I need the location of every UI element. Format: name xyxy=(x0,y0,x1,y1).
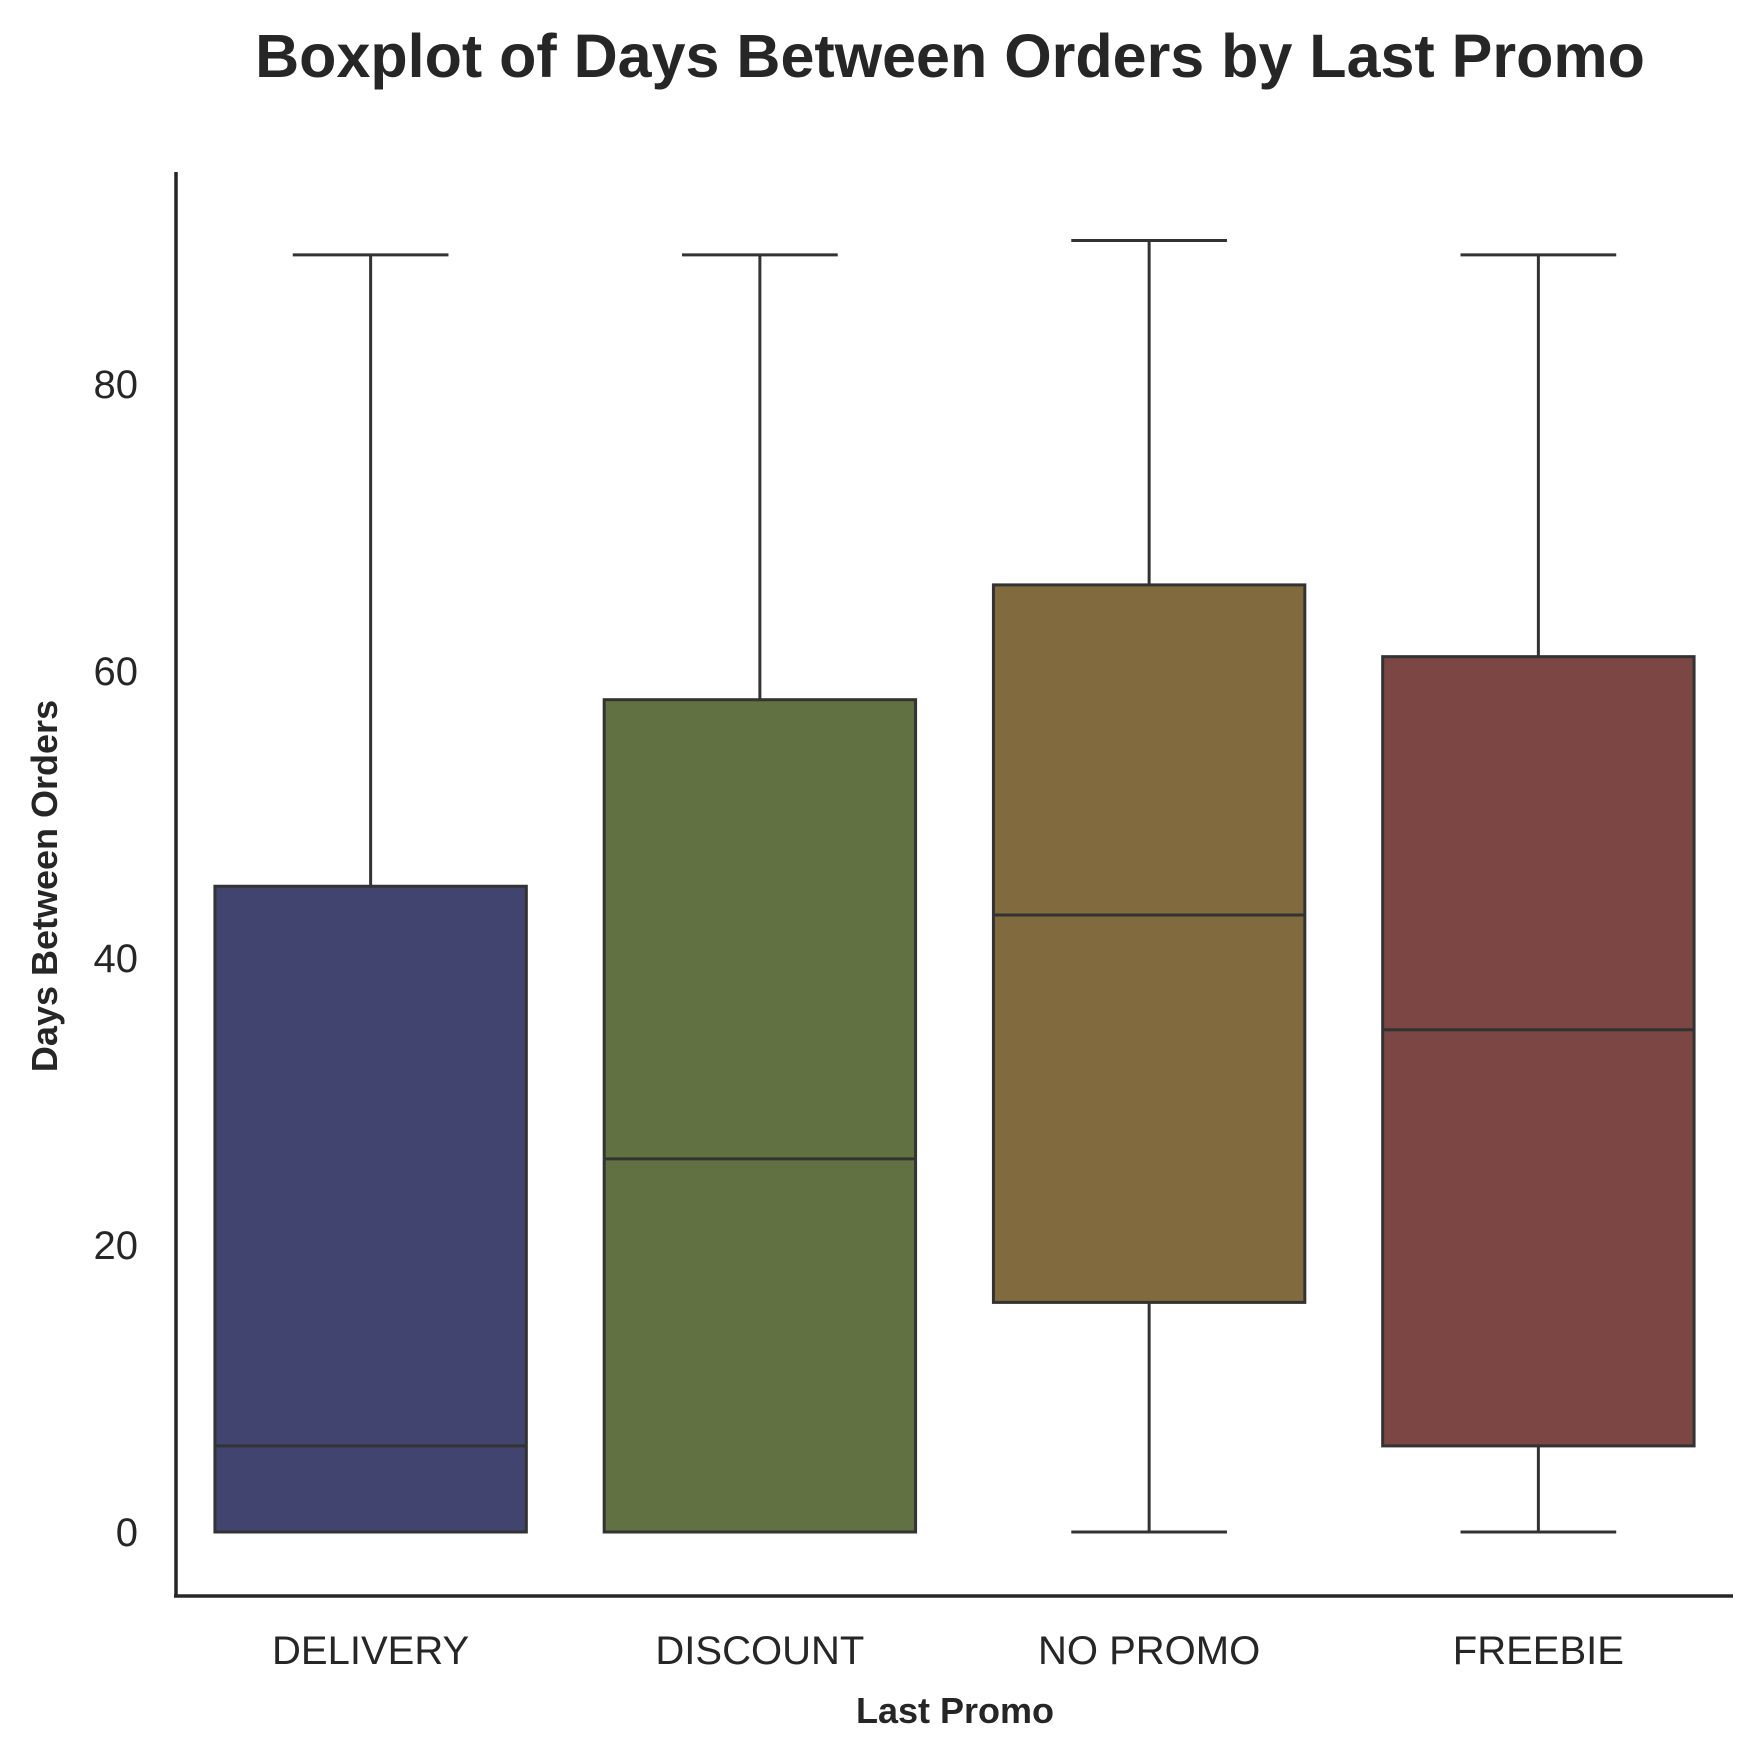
y-tick-label: 80 xyxy=(94,363,139,407)
box-group xyxy=(602,253,918,1534)
box-group xyxy=(1381,253,1696,1534)
x-tick-labels: DELIVERY DISCOUNT NO PROMO FREEBIE xyxy=(272,1629,1624,1673)
plot-area xyxy=(213,239,1696,1534)
iqr-box xyxy=(1381,655,1696,1448)
x-tick-label: DISCOUNT xyxy=(655,1629,864,1673)
x-tick-label: NO PROMO xyxy=(1038,1629,1260,1673)
box-group xyxy=(991,239,1307,1534)
x-axis-label: Last Promo xyxy=(856,1690,1054,1731)
y-tick-label: 0 xyxy=(116,1511,138,1555)
chart-title: Boxplot of Days Between Orders by Last P… xyxy=(255,22,1645,90)
iqr-box xyxy=(991,583,1307,1304)
y-tick-label: 60 xyxy=(94,650,139,694)
x-tick-label: FREEBIE xyxy=(1453,1629,1624,1673)
iqr-box xyxy=(213,884,528,1534)
y-tick-label: 20 xyxy=(94,1224,139,1268)
y-axis-label: Days Between Orders xyxy=(24,700,65,1072)
iqr-box xyxy=(602,698,918,1534)
y-tick-label: 40 xyxy=(94,937,139,981)
y-tick-labels: 0 20 40 60 80 xyxy=(94,363,139,1555)
x-tick-label: DELIVERY xyxy=(272,1629,469,1673)
box-group xyxy=(213,253,528,1534)
